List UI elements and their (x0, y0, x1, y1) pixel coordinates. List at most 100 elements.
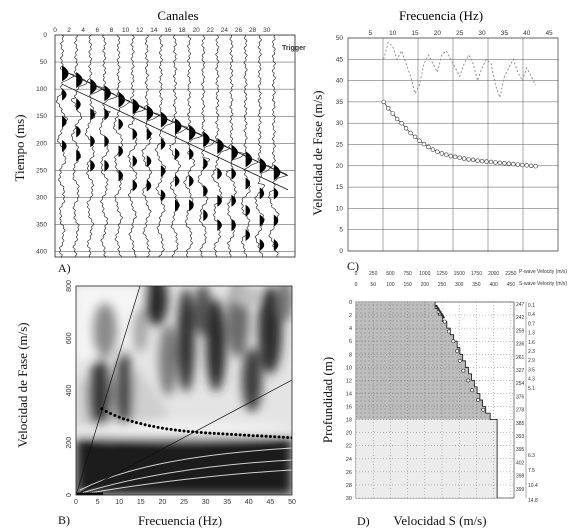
panel-a-wiggle-lobe (259, 238, 265, 251)
panel-d-surface-point (440, 312, 443, 316)
panel-b-picked-point (217, 432, 221, 436)
panel-b-picked-point (212, 431, 216, 435)
panel-d-ytick: 2 (349, 313, 352, 319)
panel-d-vs-point (476, 398, 481, 402)
panel-b-picked-point (260, 434, 264, 438)
panel-b-xtick: 30 (202, 499, 210, 506)
panel-d-s-tick: 300 (455, 282, 464, 288)
panel-b-picked-point (122, 417, 126, 421)
panel-a-wiggle-lobe (132, 128, 138, 141)
panel-d-right-label: 376 (516, 394, 525, 400)
panel-d-right-label: 259 (516, 328, 525, 334)
panel-d-vs-point (442, 319, 447, 324)
panel-d-right-value: 0.7 (528, 321, 535, 327)
panel-a-wiggle-lobe (273, 239, 279, 251)
panel-a-ytick: 0 (43, 32, 47, 39)
panel-b-picked-point (143, 423, 147, 427)
panel-d-surface-point (435, 304, 438, 308)
panel-d-ytick: 26 (346, 470, 352, 476)
panel-a-wiggle-lobe (273, 214, 279, 227)
panel-d-ytick: 28 (346, 483, 352, 489)
panel-a-wiggle-lobe (62, 88, 67, 101)
panel-c-xtick: 35 (501, 30, 509, 37)
panel-d-right-label: 278 (516, 408, 525, 414)
panel-a-arrival-lobe (146, 105, 154, 121)
panel-c-xtick: 5 (369, 30, 373, 37)
panel-b-picked-point (268, 434, 272, 438)
panel-c-marker (453, 154, 458, 160)
panel-a-wiggle-lobe (132, 155, 138, 168)
panel-d-right-value: 0.4 (528, 312, 535, 318)
panel-b-picked-point (286, 436, 290, 440)
panel-a-ytick: 200 (36, 140, 47, 147)
panel-c-xtick: 25 (456, 30, 464, 37)
panel-d-ytick: 22 (346, 444, 352, 450)
panel-d-p-tick: 1750 (471, 271, 482, 277)
panel-b-picked-point (191, 430, 195, 434)
panel-d-s-tick: 450 (507, 282, 516, 288)
panel-d-vs-point (458, 358, 462, 363)
panel-c-label: C) (347, 259, 359, 273)
panel-c-ytick: 5 (339, 227, 343, 234)
panel-b-picked-point (117, 415, 121, 419)
panel-a-ylabel: Tiempo (ms) (12, 114, 27, 181)
panel-a-wiggle-lobe (76, 98, 81, 111)
panel-b-low-point (87, 492, 91, 495)
panel-d-vs-point (461, 368, 466, 373)
panel-a-ytick: 50 (40, 59, 48, 66)
panel-d-ytick: 6 (349, 339, 352, 345)
panel-c-marker (470, 157, 476, 163)
panel-b-picked-point (165, 427, 169, 431)
panel-c-ytick: 35 (336, 99, 344, 106)
panel-d-right-value: 10.4 (528, 483, 538, 489)
panel-b-picked-point (255, 434, 259, 438)
panel-b-picked-point (152, 425, 156, 429)
panel-b-picked-point (221, 432, 225, 436)
panel-a-wiggle-lobe (217, 219, 222, 232)
panel-a-trace (254, 34, 272, 258)
panel-d-ytick: 30 (346, 496, 352, 502)
panel-b-low-point (81, 492, 84, 495)
panel-c-xtick: 40 (523, 30, 531, 37)
panel-b-picked-point (234, 433, 238, 437)
panel-c-xtick: 45 (545, 30, 553, 37)
panel-c-dashed-series (383, 41, 537, 100)
panel-d-ytick: 24 (346, 457, 352, 463)
panel-c-marker (417, 138, 422, 143)
panel-a-xtick: 6 (96, 27, 100, 34)
panel-b-picked-point (104, 409, 108, 413)
panel-d-right-label: 393 (516, 434, 525, 440)
panel-a-xtick: 24 (221, 27, 229, 34)
panel-a-arrival-lobe (118, 91, 126, 108)
panel-a-title: Canales (157, 8, 198, 23)
panel-b-picked-point (109, 411, 113, 415)
panel-a-wiggle-lobe (245, 229, 251, 241)
panel-a-wiggle-lobe (175, 199, 180, 212)
panel-a-ytick: 100 (36, 86, 47, 93)
panel-a-wiggle-lobe (146, 179, 152, 192)
panel-c-xtick: 15 (411, 30, 419, 37)
panel-b-frame (75, 285, 293, 496)
panel-d-label: D) (357, 514, 370, 528)
panel-d-right-value: 0.1 (528, 303, 535, 309)
panel-a-wiggle-lobe (118, 145, 124, 158)
panel-c-marker (403, 126, 409, 131)
panel-c-ytick: 50 (336, 35, 344, 42)
p-axis-label: P-wave Velocity (m/s) (519, 269, 567, 275)
panel-c-marker (533, 164, 538, 169)
panel-d-p-tick: 750 (403, 271, 412, 277)
panel-a-arrival-lobe (132, 98, 140, 115)
panel-b-low-point (94, 492, 97, 495)
panel-a-wiggle-lobe (118, 169, 124, 182)
panel-b-low-point (85, 492, 89, 495)
panel-d-surface-point (439, 311, 442, 314)
panel-a-arrival-lobe (76, 72, 83, 88)
panel-d-surface-point (436, 306, 439, 309)
panel-c-marker (511, 161, 516, 167)
panel-c-marker (421, 141, 427, 147)
panel-d-upper-layer (356, 302, 491, 420)
panel-a-trace (70, 34, 88, 258)
panel-a-wiggle-lobe (273, 187, 279, 200)
panel-a-xtick: 26 (235, 27, 243, 34)
